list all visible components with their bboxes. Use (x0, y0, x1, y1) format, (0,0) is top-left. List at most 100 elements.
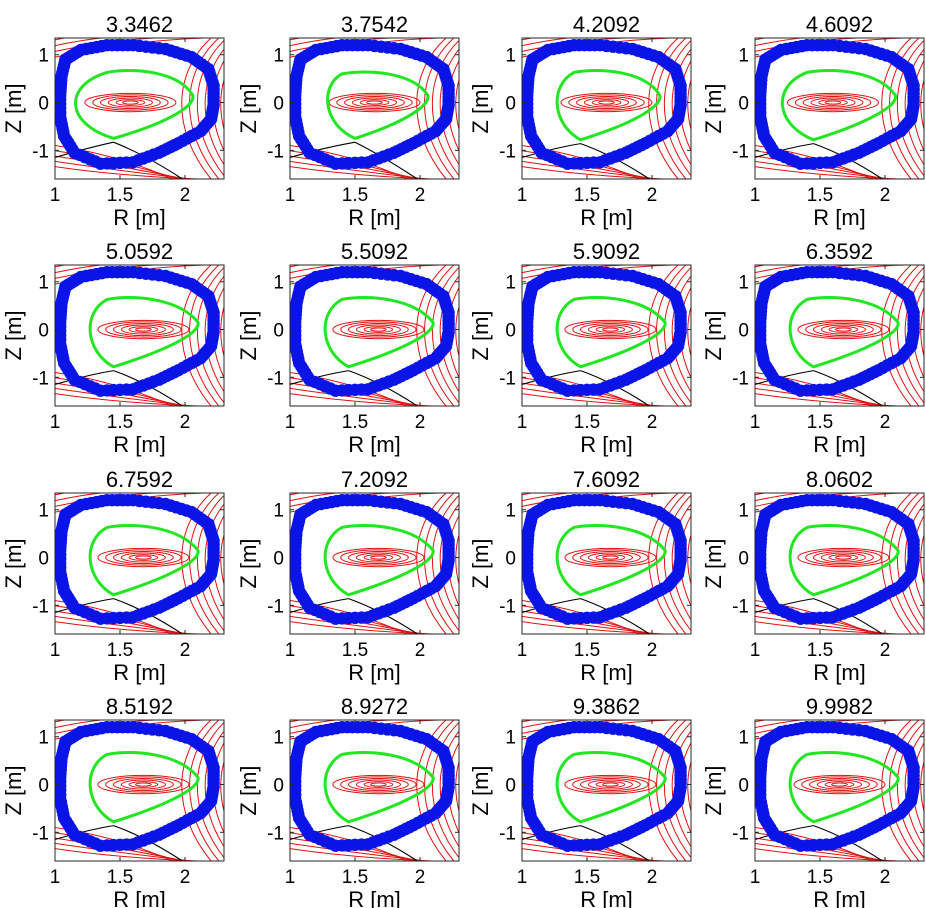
flux-contour (602, 327, 619, 332)
y-tick-label: 1 (505, 728, 516, 749)
x-axis-label: R [m] (813, 660, 866, 685)
wall-markers (55, 265, 220, 397)
open-field-line (896, 266, 924, 404)
y-tick-label: 0 (273, 94, 284, 115)
wall-marker (525, 511, 538, 525)
y-tick-label: 0 (505, 549, 516, 570)
x-tick-label: 1.5 (342, 185, 368, 206)
open-field-line (920, 533, 924, 586)
open-field-line (889, 38, 920, 179)
x-axis-label: R [m] (813, 887, 866, 908)
divertor-field-line (522, 387, 659, 406)
open-field-line (204, 730, 224, 848)
flux-contour (580, 550, 641, 565)
lcfs-boundary (788, 524, 900, 597)
flux-contour (813, 322, 874, 337)
flux-contour (97, 774, 190, 795)
open-field-line (522, 720, 672, 729)
open-field-line (181, 493, 212, 634)
y-tick-label: 0 (738, 776, 749, 797)
wall-markers (290, 38, 455, 170)
open-field-line (189, 265, 220, 406)
flux-contour (97, 319, 190, 340)
wall-markers (522, 265, 687, 397)
y-axis-label: Z [m] (1, 310, 26, 360)
flux-contour (831, 782, 848, 787)
axes-frame (54, 264, 225, 407)
x-axis-label: R [m] (580, 205, 633, 230)
open-field-line (904, 275, 924, 393)
wall-markers (755, 38, 920, 170)
x-axis-label: R [m] (113, 660, 166, 685)
separatrix-leg (522, 370, 581, 386)
axes-frame (754, 264, 925, 407)
flux-contour (598, 100, 615, 105)
open-field-line (671, 503, 691, 621)
open-field-line (904, 730, 924, 848)
x-tick-label: 1 (750, 640, 761, 661)
y-axis-label: Z [m] (701, 83, 726, 133)
open-field-line (522, 493, 672, 502)
open-field-line (687, 305, 691, 358)
y-axis-label: Z [m] (236, 765, 261, 815)
x-tick-label: 2 (415, 185, 426, 206)
flux-contour (564, 547, 657, 568)
open-field-line (881, 720, 912, 861)
wall-marker (293, 511, 306, 525)
flux-contour (97, 547, 190, 568)
lcfs-boundary (88, 524, 200, 597)
y-tick-label: 0 (273, 321, 284, 342)
divertor-field-line (290, 615, 427, 634)
y-tick-label: 1 (738, 273, 749, 294)
y-axis-label: Z [m] (468, 538, 493, 588)
flux-contour (363, 554, 394, 561)
flux-contour (332, 547, 425, 568)
flux-contour (602, 782, 619, 787)
x-tick-label: 1.5 (574, 640, 600, 661)
y-axis-label: Z [m] (701, 310, 726, 360)
wall-markers (522, 38, 687, 170)
lcfs-boundary (555, 524, 667, 597)
y-tick-label: 0 (38, 549, 49, 570)
flux-contour (820, 552, 867, 563)
open-field-line (904, 503, 924, 621)
open-field-line (439, 275, 459, 393)
lcfs-boundary (326, 70, 430, 140)
plot-area (55, 720, 224, 861)
flux-contour (587, 552, 634, 563)
y-tick-label: 0 (738, 321, 749, 342)
wall-markers (290, 493, 455, 625)
panel-title: 8.5192 (106, 694, 173, 719)
wall-markers (55, 720, 220, 852)
panel-title: 8.9272 (341, 694, 408, 719)
open-field-line (455, 305, 459, 358)
flux-contour (568, 94, 645, 111)
open-field-line (648, 38, 679, 179)
flux-contour (794, 94, 872, 111)
flux-contour (824, 781, 855, 788)
flux-contour (135, 327, 152, 332)
flux-contour (560, 92, 653, 113)
panel-title: 5.9092 (573, 239, 640, 264)
divertor-field-line (55, 615, 192, 634)
panel-title: 4.6092 (806, 12, 873, 37)
y-tick-label: 1 (273, 728, 284, 749)
divertor-field-line (522, 842, 659, 861)
flux-contour (355, 779, 401, 790)
y-tick-label: 1 (38, 273, 49, 294)
flux-contour (348, 777, 409, 792)
lcfs-boundary (88, 751, 200, 824)
separatrix-leg (55, 370, 114, 386)
axes-frame (521, 492, 692, 635)
open-field-line (439, 730, 459, 848)
y-tick-label: 0 (273, 776, 284, 797)
flux-contour (355, 552, 401, 563)
y-tick-label: 0 (38, 321, 49, 342)
flux-contour (572, 549, 649, 566)
separatrix-leg (290, 825, 349, 841)
panel-title: 4.2092 (573, 12, 640, 37)
wall-markers (755, 720, 920, 852)
open-field-line (439, 503, 459, 621)
y-tick-label: 1 (505, 501, 516, 522)
flux-contour (813, 550, 874, 565)
